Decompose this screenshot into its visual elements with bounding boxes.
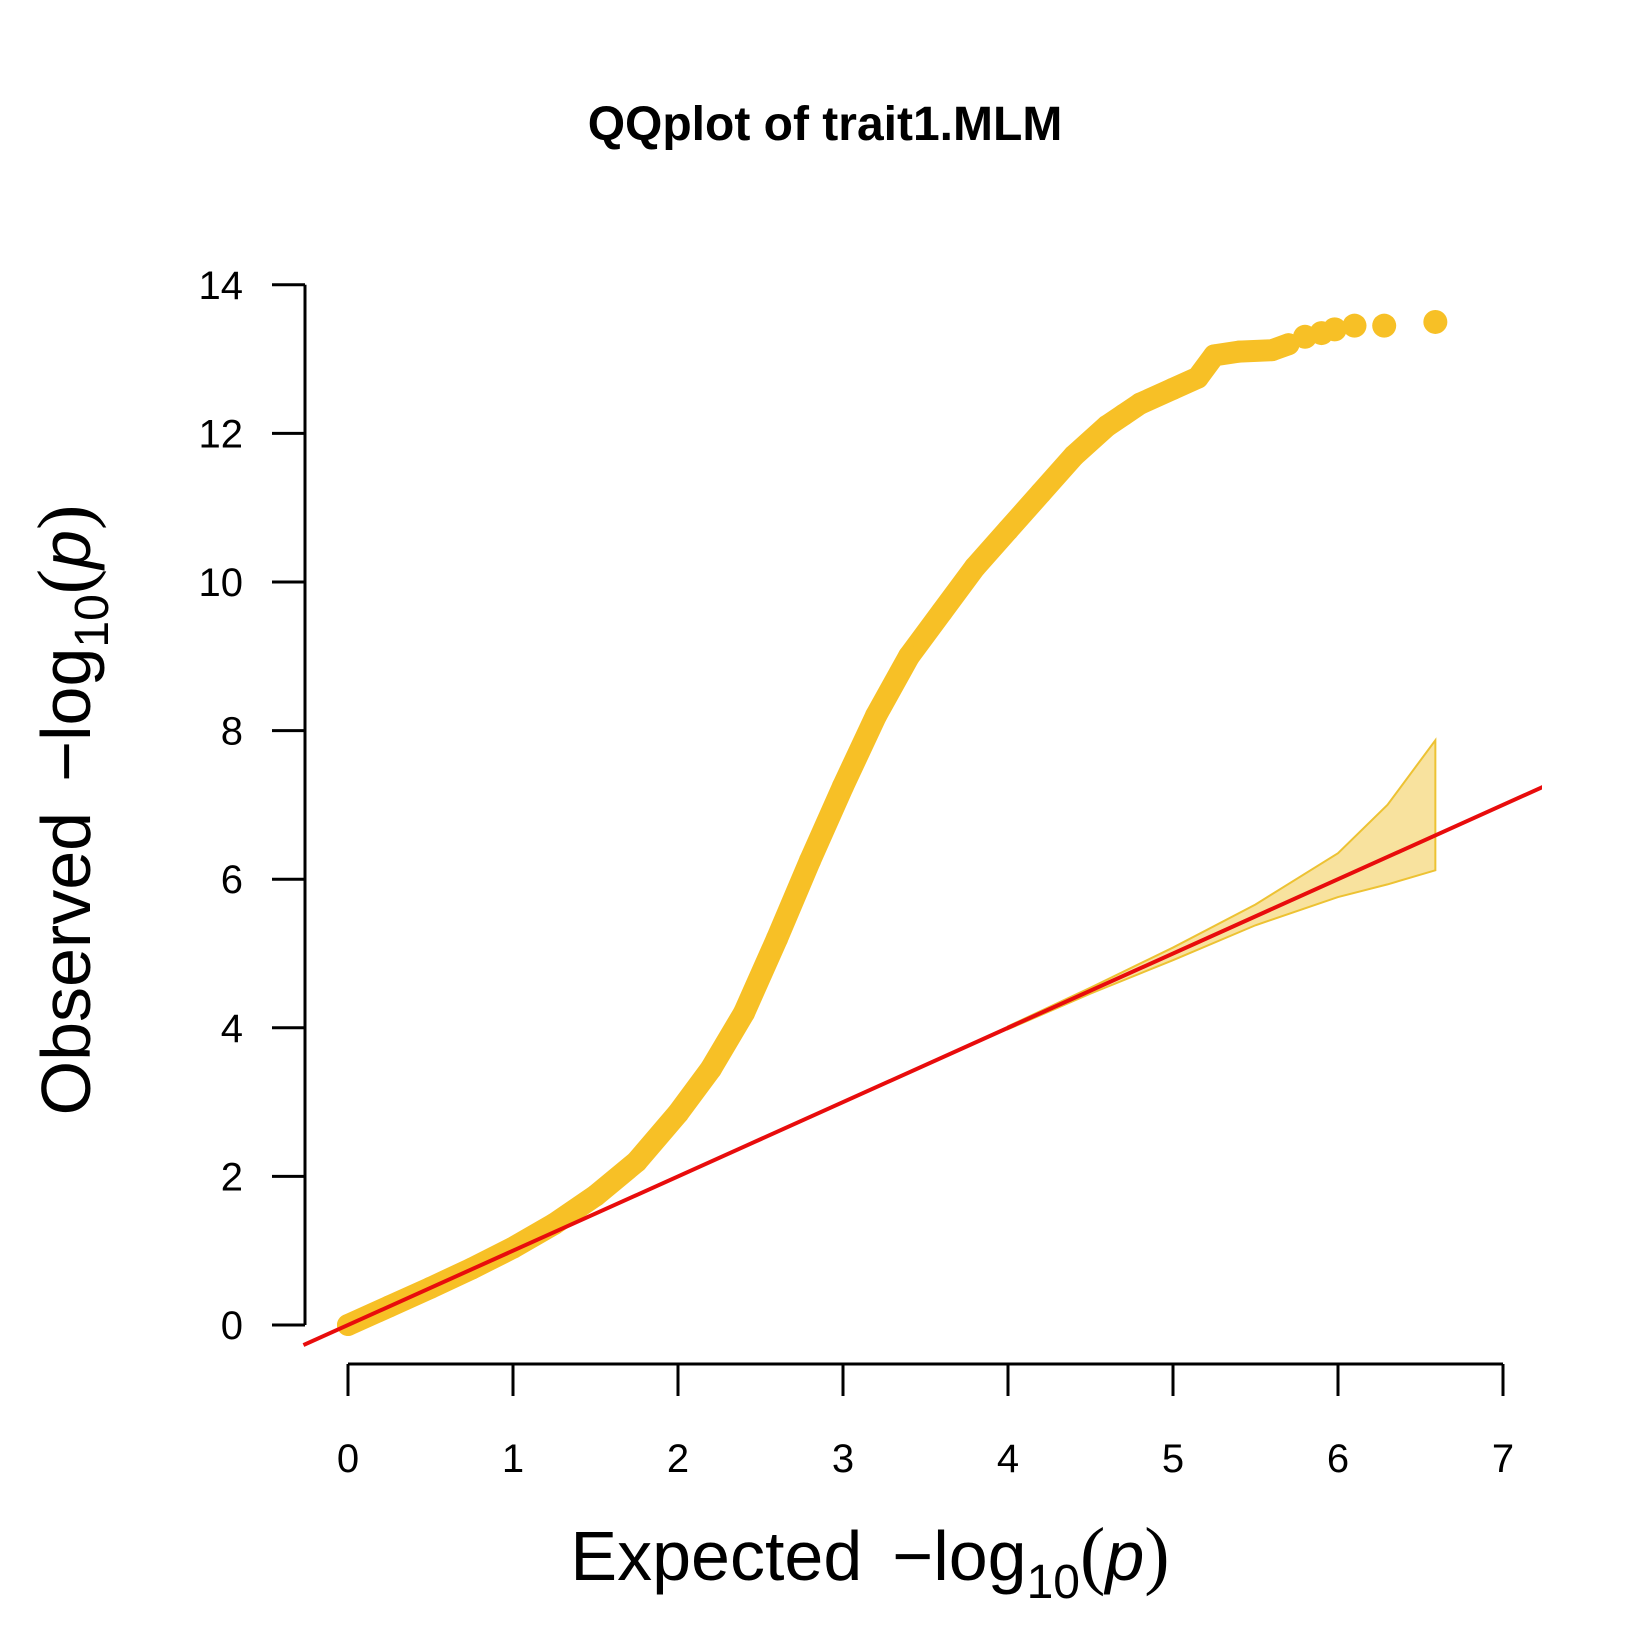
- observed-point: [1228, 340, 1250, 363]
- observed-point: [1372, 313, 1397, 338]
- reference-line: [302, 785, 1542, 1347]
- observed-point: [865, 704, 887, 727]
- x-tick-label: 4: [997, 1437, 1019, 1481]
- observed-point: [1096, 414, 1118, 437]
- x-tick-label: 0: [337, 1437, 359, 1481]
- observed-point: [584, 1184, 607, 1207]
- x-axis: 0 1 2 3 4 5 6 7: [337, 1362, 1514, 1481]
- y-tick-label: 0: [221, 1304, 243, 1348]
- observed-point: [766, 927, 788, 950]
- observed-point: [1030, 481, 1052, 504]
- x-tick-label: 1: [502, 1437, 524, 1481]
- observed-point: [964, 556, 986, 579]
- observed-point: [1112, 403, 1135, 426]
- y-axis-label-main: Observed: [27, 812, 105, 1115]
- y-tick-label: 14: [199, 264, 244, 308]
- observed-point: [1322, 317, 1347, 342]
- observed-point: [733, 1001, 755, 1024]
- reference-line-layer: [302, 785, 1542, 1347]
- x-axis-label: Expected −log10(p): [570, 1513, 1169, 1609]
- observed-point: [1186, 366, 1209, 389]
- observed-point: [832, 775, 854, 798]
- y-axis-label-minus: −: [27, 741, 105, 782]
- observed-point: [799, 849, 821, 872]
- x-tick-label: 3: [832, 1437, 854, 1481]
- y-tick-label: 2: [221, 1155, 243, 1199]
- observed-points-layer: [337, 309, 1448, 1336]
- observed-point: [700, 1057, 722, 1080]
- observed-point: [625, 1150, 648, 1173]
- y-axis-label: Observed −log10(p): [23, 505, 119, 1116]
- y-tick-label: 10: [199, 561, 244, 605]
- y-tick-label: 8: [221, 710, 243, 754]
- x-axis-label-open-paren: (: [1080, 1513, 1105, 1597]
- observed-point: [1342, 313, 1367, 338]
- x-axis-label-log: log: [933, 1517, 1026, 1595]
- x-tick-label: 7: [1492, 1437, 1514, 1481]
- observed-point: [898, 645, 920, 668]
- x-axis-label-main: Expected: [570, 1517, 862, 1595]
- y-axis-label-close-paren: ): [23, 505, 107, 530]
- y-tick-label: 4: [221, 1007, 243, 1051]
- observed-point: [1203, 344, 1226, 367]
- y-axis-label-log: log: [27, 648, 105, 741]
- y-axis: 0 2 4 6 8 10 12 14: [199, 264, 307, 1348]
- y-axis-label-variable: p: [27, 530, 105, 571]
- x-axis-label-minus: −: [892, 1517, 933, 1595]
- x-tick-label: 5: [1162, 1437, 1184, 1481]
- observed-point: [1162, 377, 1184, 400]
- confidence-band: [1007, 737, 1437, 1031]
- chart-title: QQplot of trait1.MLM: [588, 98, 1063, 151]
- x-axis-label-subscript: 10: [1027, 1556, 1080, 1609]
- x-tick-label: 6: [1327, 1437, 1349, 1481]
- observed-points-dense: [337, 333, 1300, 1336]
- observed-point: [931, 600, 953, 623]
- x-axis-label-close-paren: ): [1144, 1513, 1169, 1597]
- x-tick-label: 2: [667, 1437, 689, 1481]
- y-axis-label-subscript: 10: [66, 594, 119, 647]
- observed-point: [1423, 309, 1448, 334]
- observed-point: [1063, 444, 1085, 467]
- confidence-band-layer: [1007, 737, 1437, 1031]
- x-axis-label-variable: p: [1103, 1517, 1144, 1595]
- y-axis-label-open-paren: (: [23, 569, 107, 594]
- y-tick-label: 12: [199, 412, 244, 456]
- observed-point: [667, 1102, 689, 1125]
- observed-point: [997, 518, 1019, 541]
- y-tick-label: 6: [221, 858, 243, 902]
- observed-point: [1261, 339, 1283, 362]
- observed-point: [1129, 392, 1151, 415]
